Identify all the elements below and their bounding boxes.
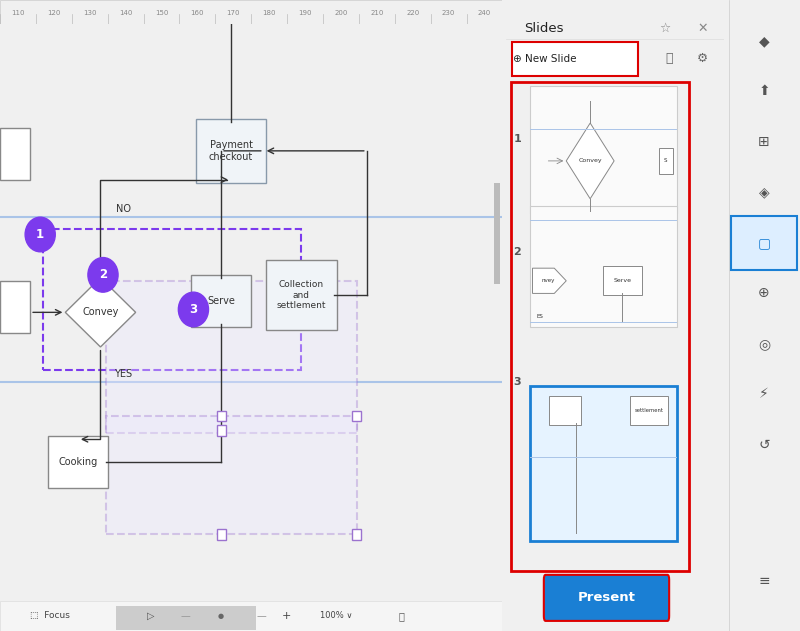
- Bar: [115, 606, 256, 630]
- Text: Payment
checkout: Payment checkout: [209, 140, 254, 162]
- FancyBboxPatch shape: [602, 266, 642, 295]
- Text: Serve: Serve: [207, 296, 235, 306]
- Bar: [510, 82, 689, 571]
- Text: 200: 200: [334, 10, 348, 16]
- Text: ⤴: ⤴: [666, 52, 674, 65]
- Text: 180: 180: [262, 10, 276, 16]
- Text: ⛶: ⛶: [399, 611, 405, 621]
- Text: 150: 150: [154, 10, 168, 16]
- Text: 110: 110: [11, 10, 25, 16]
- FancyBboxPatch shape: [530, 206, 677, 327]
- Polygon shape: [66, 278, 136, 347]
- FancyBboxPatch shape: [630, 396, 668, 425]
- Bar: [42, 228, 302, 370]
- Text: nvey: nvey: [541, 278, 554, 283]
- Circle shape: [25, 217, 55, 252]
- Text: 1: 1: [514, 134, 521, 144]
- Text: ⚡: ⚡: [759, 387, 769, 401]
- Text: 3: 3: [514, 377, 521, 387]
- Text: ✕: ✕: [697, 22, 707, 35]
- Text: 240: 240: [478, 10, 491, 16]
- Text: 2: 2: [99, 268, 107, 281]
- Text: ES: ES: [537, 314, 543, 319]
- Text: S: S: [664, 158, 667, 163]
- Bar: [352, 529, 362, 540]
- FancyBboxPatch shape: [544, 575, 669, 621]
- FancyBboxPatch shape: [731, 216, 797, 270]
- Text: ◎: ◎: [758, 337, 770, 351]
- Text: ◈: ◈: [758, 186, 770, 199]
- Text: Cooking: Cooking: [58, 457, 98, 468]
- Text: ⬚  Focus: ⬚ Focus: [30, 611, 70, 620]
- Text: ◆: ◆: [758, 34, 770, 48]
- Text: ⊕ New Slide: ⊕ New Slide: [513, 54, 576, 64]
- Bar: [494, 182, 500, 284]
- Bar: [106, 416, 357, 534]
- Text: ↺: ↺: [758, 438, 770, 452]
- Bar: [658, 148, 673, 174]
- FancyBboxPatch shape: [48, 437, 108, 488]
- Text: ⚙: ⚙: [697, 52, 708, 65]
- Text: 120: 120: [47, 10, 61, 16]
- Text: 220: 220: [406, 10, 419, 16]
- Bar: [217, 425, 226, 436]
- FancyBboxPatch shape: [550, 396, 581, 425]
- Bar: [352, 411, 362, 422]
- Bar: [0, 128, 30, 180]
- Text: Convey: Convey: [578, 158, 602, 163]
- FancyBboxPatch shape: [512, 42, 638, 76]
- Text: ☆: ☆: [660, 22, 671, 35]
- Text: ●: ●: [218, 613, 224, 619]
- Text: —: —: [256, 611, 266, 621]
- Text: 160: 160: [190, 10, 204, 16]
- Text: settlement: settlement: [634, 408, 663, 413]
- Text: Slides: Slides: [524, 22, 563, 35]
- Text: Serve: Serve: [614, 278, 631, 283]
- Text: 2: 2: [514, 247, 521, 257]
- Text: 170: 170: [226, 10, 240, 16]
- Text: YES: YES: [114, 369, 132, 379]
- Text: 230: 230: [442, 10, 455, 16]
- Text: Collection
and
settlement: Collection and settlement: [277, 280, 326, 310]
- Bar: [217, 411, 226, 422]
- Text: +: +: [282, 611, 291, 621]
- Text: ≡: ≡: [758, 574, 770, 587]
- Text: Convey: Convey: [82, 307, 118, 317]
- Text: ⬆: ⬆: [758, 85, 770, 98]
- Bar: [0, 281, 30, 333]
- Text: ▷: ▷: [147, 611, 154, 621]
- Text: 140: 140: [119, 10, 132, 16]
- Text: 190: 190: [298, 10, 312, 16]
- Text: 3: 3: [190, 303, 198, 316]
- Bar: [106, 281, 357, 433]
- Text: 1: 1: [36, 228, 44, 241]
- FancyBboxPatch shape: [196, 119, 266, 182]
- FancyBboxPatch shape: [530, 386, 677, 541]
- Text: ⊞: ⊞: [758, 135, 770, 149]
- Text: ⊕: ⊕: [758, 286, 770, 300]
- Text: —: —: [181, 611, 190, 621]
- Polygon shape: [566, 123, 614, 199]
- FancyBboxPatch shape: [530, 86, 677, 213]
- FancyBboxPatch shape: [191, 275, 251, 327]
- Text: 130: 130: [83, 10, 97, 16]
- Text: 100% ∨: 100% ∨: [320, 611, 353, 620]
- Text: NO: NO: [115, 204, 130, 215]
- Text: Present: Present: [578, 591, 635, 604]
- Circle shape: [178, 292, 209, 327]
- Text: ▢: ▢: [758, 236, 770, 250]
- Bar: [217, 529, 226, 540]
- Polygon shape: [533, 268, 566, 293]
- Text: 210: 210: [370, 10, 383, 16]
- FancyBboxPatch shape: [266, 261, 337, 329]
- Circle shape: [88, 257, 118, 292]
